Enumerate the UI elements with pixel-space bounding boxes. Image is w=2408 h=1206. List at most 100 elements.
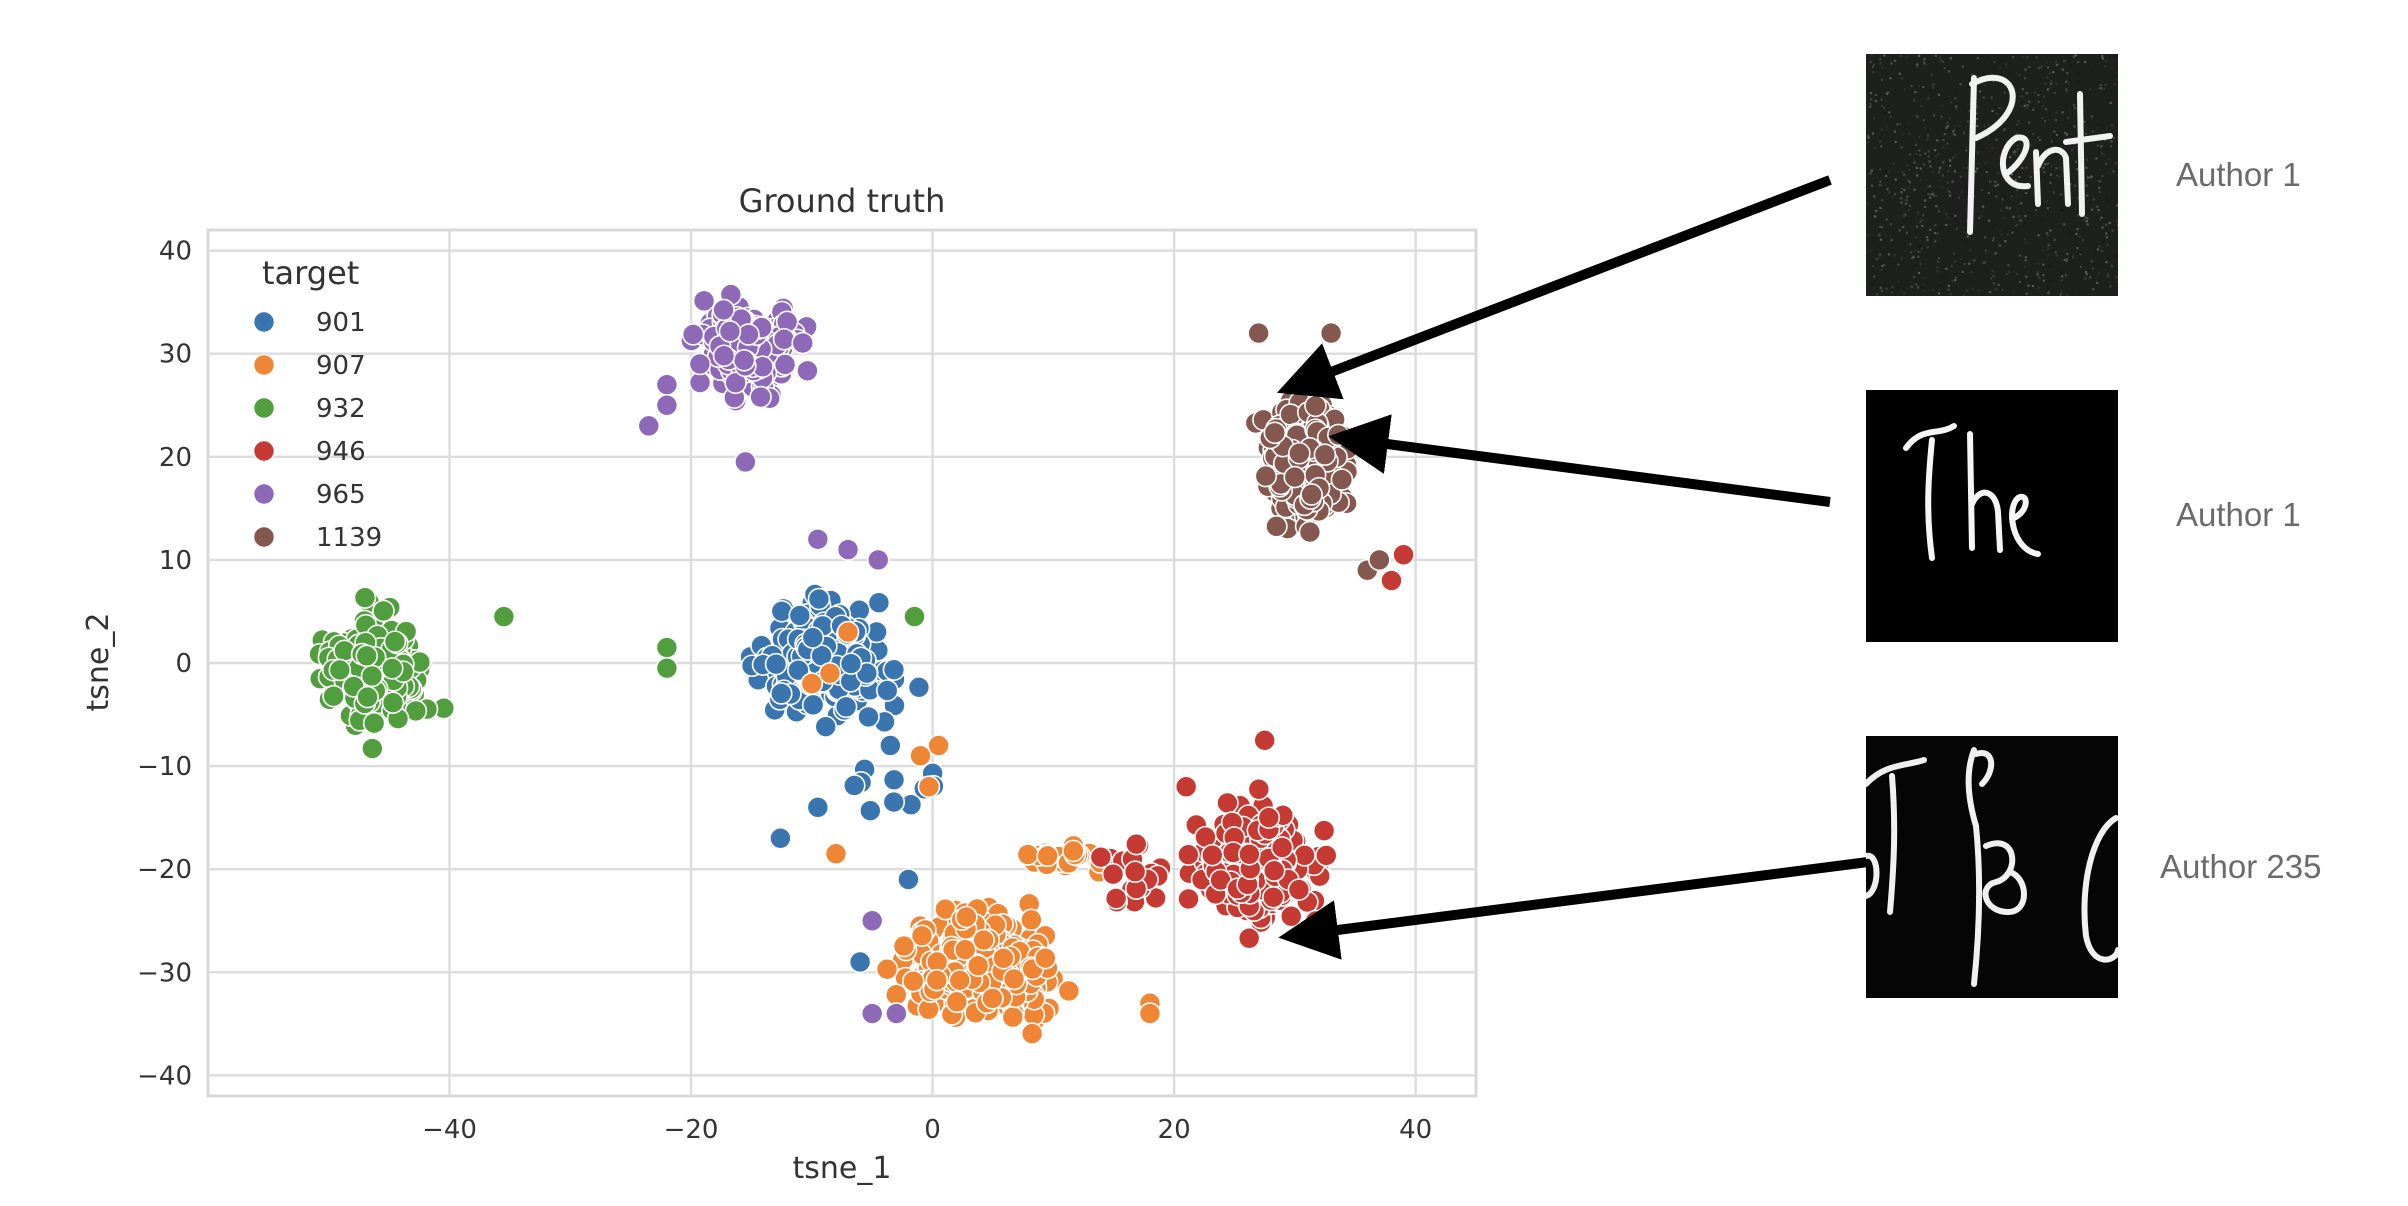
data-point bbox=[1101, 862, 1125, 886]
noise-speck bbox=[2064, 132, 2067, 135]
noise-speck bbox=[1929, 165, 1932, 168]
noise-speck bbox=[2039, 82, 2042, 85]
noise-speck bbox=[1878, 168, 1882, 171]
noise-speck bbox=[1904, 202, 1908, 205]
noise-speck bbox=[2003, 195, 2006, 198]
noise-speck bbox=[1966, 235, 1969, 238]
noise-speck bbox=[1887, 91, 1890, 94]
noise-speck bbox=[1946, 174, 1949, 177]
data-point bbox=[1138, 1002, 1162, 1025]
data-point bbox=[787, 658, 810, 682]
arrow-author235 bbox=[1278, 857, 1869, 960]
noise-speck bbox=[2059, 197, 2062, 200]
noise-speck bbox=[1975, 118, 1978, 121]
noise-speck bbox=[2096, 126, 2099, 130]
noise-speck bbox=[2023, 266, 2026, 269]
noise-speck bbox=[2116, 281, 2118, 284]
noise-speck bbox=[1937, 93, 1940, 96]
noise-speck bbox=[1923, 61, 1926, 64]
noise-speck bbox=[2018, 100, 2021, 103]
noise-speck bbox=[2023, 104, 2026, 107]
noise-speck bbox=[2112, 170, 2115, 173]
noise-speck bbox=[2051, 136, 2055, 139]
data-point bbox=[712, 344, 736, 368]
noise-speck bbox=[1910, 85, 1913, 88]
noise-speck bbox=[2085, 184, 2088, 187]
noise-speck bbox=[1886, 125, 1889, 128]
noise-speck bbox=[1947, 170, 1950, 173]
noise-speck bbox=[2075, 232, 2078, 236]
noise-speck bbox=[2076, 168, 2079, 171]
noise-speck bbox=[1880, 207, 1883, 210]
noise-speck bbox=[1945, 267, 1948, 270]
noise-speck bbox=[1998, 230, 2001, 233]
noise-speck bbox=[2098, 87, 2101, 90]
data-point bbox=[724, 371, 747, 395]
noise-speck bbox=[2004, 240, 2007, 243]
noise-speck bbox=[2054, 60, 2057, 63]
noise-speck bbox=[1954, 154, 1957, 157]
data-point bbox=[1020, 908, 1043, 932]
noise-speck bbox=[2021, 87, 2024, 91]
data-point bbox=[1262, 859, 1286, 882]
noise-speck bbox=[2085, 194, 2088, 197]
noise-speck bbox=[1924, 205, 1927, 208]
noise-speck bbox=[2037, 286, 2040, 289]
data-point bbox=[1263, 421, 1287, 445]
noise-speck bbox=[2072, 256, 2075, 259]
data-point bbox=[1247, 777, 1271, 801]
y-tick-label: −10 bbox=[137, 752, 192, 782]
noise-speck bbox=[1990, 56, 1993, 59]
data-point bbox=[1298, 520, 1322, 544]
noise-speck bbox=[2053, 91, 2056, 95]
noise-speck bbox=[2006, 233, 2009, 236]
noise-speck bbox=[2015, 123, 2018, 126]
data-point bbox=[1300, 483, 1323, 506]
noise-speck bbox=[2073, 98, 2076, 101]
data-point bbox=[1062, 839, 1085, 863]
noise-speck bbox=[1966, 120, 1969, 123]
noise-speck bbox=[1928, 160, 1931, 163]
noise-speck bbox=[2046, 247, 2050, 250]
noise-speck bbox=[2097, 271, 2101, 274]
noise-speck bbox=[1901, 133, 1904, 136]
noise-speck bbox=[2010, 173, 2013, 176]
noise-speck bbox=[1894, 178, 1897, 181]
noise-speck bbox=[1880, 105, 1883, 108]
data-point bbox=[655, 393, 679, 417]
noise-speck bbox=[2106, 99, 2109, 102]
y-tick-label: 20 bbox=[159, 443, 192, 473]
noise-speck bbox=[1959, 83, 1962, 86]
noise-speck bbox=[1927, 193, 1930, 196]
noise-speck bbox=[1866, 202, 1869, 205]
noise-speck bbox=[1986, 169, 1989, 172]
noise-speck bbox=[1897, 263, 1900, 266]
noise-speck bbox=[2052, 191, 2055, 194]
noise-speck bbox=[2047, 254, 2050, 257]
noise-speck bbox=[1953, 170, 1956, 173]
noise-speck bbox=[2094, 252, 2097, 255]
noise-speck bbox=[1967, 103, 1970, 106]
noise-speck bbox=[1932, 83, 1935, 86]
noise-speck bbox=[1968, 119, 1971, 122]
noise-speck bbox=[2025, 166, 2028, 169]
data-point bbox=[907, 676, 931, 699]
noise-speck bbox=[2085, 158, 2088, 161]
y-tick-label: −20 bbox=[137, 855, 192, 885]
noise-speck bbox=[1915, 172, 1918, 175]
data-point bbox=[1200, 843, 1224, 867]
noise-speck bbox=[1990, 96, 1993, 99]
noise-speck bbox=[2101, 254, 2104, 257]
noise-speck bbox=[2104, 65, 2107, 68]
data-point bbox=[806, 527, 830, 551]
noise-speck bbox=[1993, 61, 1996, 64]
noise-speck bbox=[1906, 195, 1909, 198]
noise-speck bbox=[2090, 175, 2093, 178]
noise-speck bbox=[1885, 270, 1888, 273]
noise-speck bbox=[1894, 220, 1897, 223]
noise-speck bbox=[1870, 169, 1873, 172]
noise-speck bbox=[1994, 180, 1997, 183]
noise-speck bbox=[2114, 162, 2117, 165]
noise-speck bbox=[2041, 117, 2044, 120]
noise-speck bbox=[1893, 59, 1896, 62]
